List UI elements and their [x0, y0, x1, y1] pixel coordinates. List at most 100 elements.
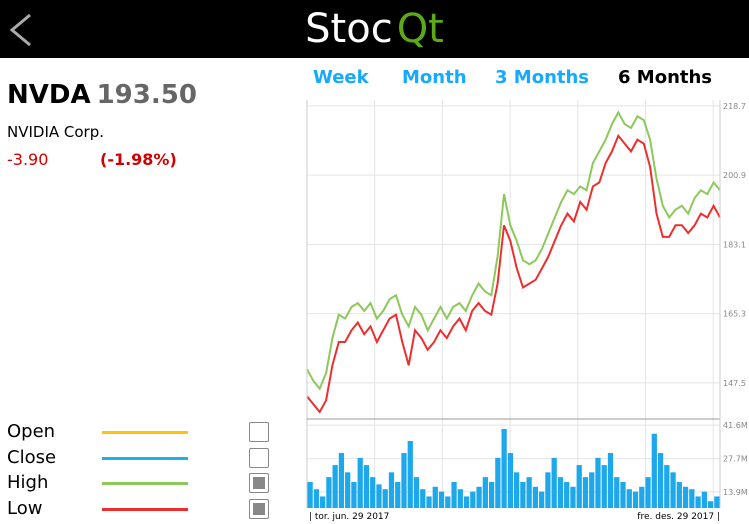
volume-bar — [632, 491, 639, 508]
volume-bar — [564, 481, 570, 508]
legend-checkbox[interactable] — [249, 473, 269, 493]
volume-bar — [413, 477, 420, 508]
volume-bar — [332, 465, 338, 508]
volume-bar — [501, 428, 507, 508]
volume-bar — [376, 484, 382, 508]
volume-bar — [601, 465, 607, 508]
volume-bar — [463, 496, 470, 508]
volume-bar — [388, 472, 395, 508]
end-date-label: fre. des. 29 2017 | — [637, 512, 720, 522]
volume-bar — [363, 465, 370, 508]
volume-bar — [676, 481, 682, 508]
volume-bar — [307, 481, 313, 508]
company-name: NVIDIA Corp. — [7, 123, 105, 141]
stock-symbol: NVDA — [7, 80, 91, 110]
stock-heading: NVDA 193.50 — [7, 80, 197, 110]
volume-bar — [695, 496, 701, 508]
volume-tick-label: 27.7M — [723, 455, 748, 464]
volume-bar — [551, 457, 557, 508]
legend-swatch — [102, 431, 188, 434]
volume-bar — [614, 477, 620, 508]
volume-bar — [313, 489, 320, 508]
volume-bar — [520, 481, 526, 508]
legend-swatch — [102, 482, 188, 485]
volume-bar — [664, 465, 670, 508]
period-tab[interactable]: Month — [402, 67, 467, 88]
volume-bar — [570, 486, 576, 508]
volume-bar — [557, 477, 564, 508]
volume-bar — [545, 472, 551, 508]
volume-bar — [620, 481, 626, 508]
legend-checkbox[interactable] — [249, 422, 269, 442]
price-change-percent: (-1.98%) — [100, 150, 177, 169]
y-tick-label: 218.7 — [723, 102, 746, 111]
volume-bar — [607, 453, 614, 508]
volume-bar — [701, 491, 707, 508]
volume-bar — [651, 433, 657, 508]
volume-bar — [326, 477, 332, 508]
header-bar: Stoc Qt — [0, 0, 749, 58]
price-line — [306, 110, 721, 391]
price-change: -3.90 — [7, 150, 49, 169]
start-date-label: | tor. jun. 29 2017 — [309, 512, 389, 522]
volume-bar — [445, 496, 451, 508]
volume-bar — [539, 491, 545, 508]
volume-bar — [401, 453, 407, 508]
volume-bar — [407, 440, 413, 508]
legend-label: Close — [7, 446, 57, 468]
volume-bar — [345, 472, 351, 508]
back-button[interactable] — [6, 12, 36, 48]
volume-bar — [514, 472, 520, 508]
volume-bar — [470, 491, 476, 508]
volume-tick-label: 13.9M — [723, 488, 748, 497]
volume-bar — [395, 481, 401, 508]
plot-background — [307, 100, 720, 508]
y-tick-label: 165.3 — [723, 310, 746, 319]
legend-checkbox[interactable] — [249, 447, 269, 468]
period-tab[interactable]: 3 Months — [495, 67, 590, 88]
legend-checkbox[interactable] — [249, 498, 269, 519]
volume-bar — [382, 489, 388, 508]
volume-bar — [526, 477, 532, 508]
volume-bar — [689, 489, 695, 508]
volume-bar — [420, 489, 426, 508]
volume-bar — [532, 486, 539, 508]
period-tab[interactable]: Week — [313, 67, 369, 88]
stock-price: 193.50 — [96, 80, 197, 110]
volume-bar — [426, 496, 432, 508]
legend-label: High — [7, 472, 49, 493]
volume-bar — [682, 486, 689, 508]
volume-bar — [626, 489, 632, 508]
app-title-qt: Qt — [396, 6, 444, 52]
volume-bar — [645, 477, 651, 508]
volume-bar — [589, 472, 595, 508]
y-tick-label: 147.5 — [723, 379, 746, 388]
volume-bar — [670, 472, 676, 508]
volume-bar — [457, 489, 463, 508]
legend-label: Low — [7, 497, 43, 519]
period-tab[interactable]: 6 Months — [618, 67, 713, 88]
volume-bar — [482, 477, 488, 508]
legend-label: Open — [7, 421, 56, 442]
legend-swatch — [102, 507, 188, 511]
volume-bar — [595, 457, 601, 508]
volume-bar — [507, 453, 513, 508]
volume-bar — [351, 481, 357, 508]
volume-bar — [320, 496, 326, 508]
volume-bar — [576, 465, 582, 508]
volume-bar — [495, 457, 501, 508]
volume-bar — [432, 486, 438, 508]
y-tick-label: 183.1 — [723, 240, 746, 249]
price-line — [306, 133, 721, 414]
app-title-stoc: Stoc — [305, 6, 393, 52]
app-title: Stoc Qt — [0, 4, 749, 54]
volume-bar — [370, 477, 376, 508]
volume-bar — [357, 457, 363, 508]
volume-bar — [707, 501, 714, 508]
volume-bar — [438, 491, 445, 508]
volume-bar — [476, 486, 482, 508]
volume-bar — [639, 486, 645, 508]
y-tick-label: 200.9 — [723, 171, 746, 180]
volume-bar — [451, 481, 457, 508]
